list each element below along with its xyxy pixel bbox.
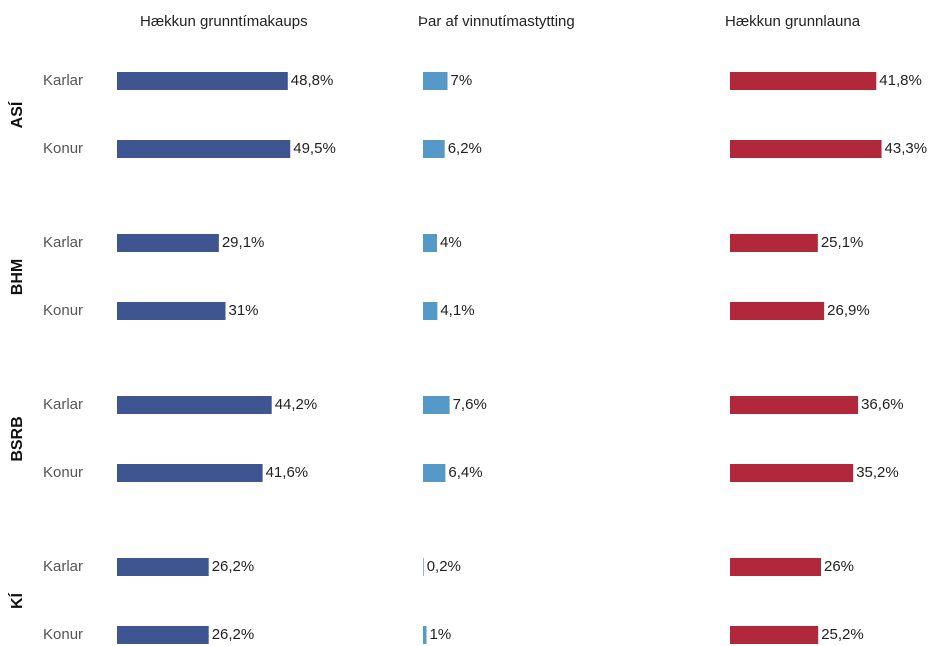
bar [423,396,450,414]
data-label: 41,6% [266,464,309,481]
group-label: KÍ [7,592,26,609]
bar [730,558,821,576]
data-label: 29,1% [222,234,265,251]
data-label: 31% [229,302,259,319]
category-label: Konur [43,302,83,319]
bar [117,626,209,644]
data-label: 36,6% [861,396,904,413]
bar [117,140,291,158]
category-label: Karlar [43,72,83,89]
panel-title: Þar af vinnutímastytting [418,13,575,30]
data-label: 4% [440,234,462,251]
data-label: 35,2% [856,464,899,481]
group-label: BSRB [9,416,26,461]
bar [730,396,859,414]
data-label: 1% [430,626,452,643]
category-label: Konur [43,140,83,157]
bar [423,464,446,482]
bar [117,464,263,482]
data-label: 7,6% [453,396,487,413]
data-label: 44,2% [275,396,318,413]
bar [730,234,818,252]
category-label: Karlar [43,234,83,251]
data-label: 49,5% [293,140,336,157]
category-label: Karlar [43,396,83,413]
data-label: 6,4% [448,464,482,481]
data-label: 25,2% [821,626,864,643]
bar [730,140,882,158]
data-label: 0,2% [427,558,461,575]
bar [423,558,424,576]
bar [423,72,448,90]
bar [423,140,445,158]
bar [730,72,877,90]
data-label: 26,2% [212,558,255,575]
bar [117,302,226,320]
data-label: 25,1% [821,234,864,251]
group-label: ASÍ [7,101,26,128]
category-label: Konur [43,464,83,481]
bar [423,302,438,320]
bar [117,72,288,90]
bar [117,396,272,414]
bar [117,234,219,252]
data-label: 41,8% [879,72,922,89]
category-label: Karlar [43,558,83,575]
bar [117,558,209,576]
data-label: 4,1% [440,302,474,319]
data-label: 26,2% [212,626,255,643]
bar [423,234,437,252]
bar [730,302,825,320]
bar [423,626,427,644]
bar [730,626,819,644]
data-label: 43,3% [885,140,928,157]
data-label: 6,2% [448,140,482,157]
data-label: 48,8% [291,72,334,89]
data-label: 26% [824,558,854,575]
bar [730,464,854,482]
group-label: BHM [9,259,26,295]
panel-title: Hækkun grunntímakaups [140,13,308,30]
data-label: 7% [451,72,473,89]
category-label: Konur [43,626,83,643]
data-label: 26,9% [827,302,870,319]
panel-title: Hækkun grunnlauna [725,13,861,30]
